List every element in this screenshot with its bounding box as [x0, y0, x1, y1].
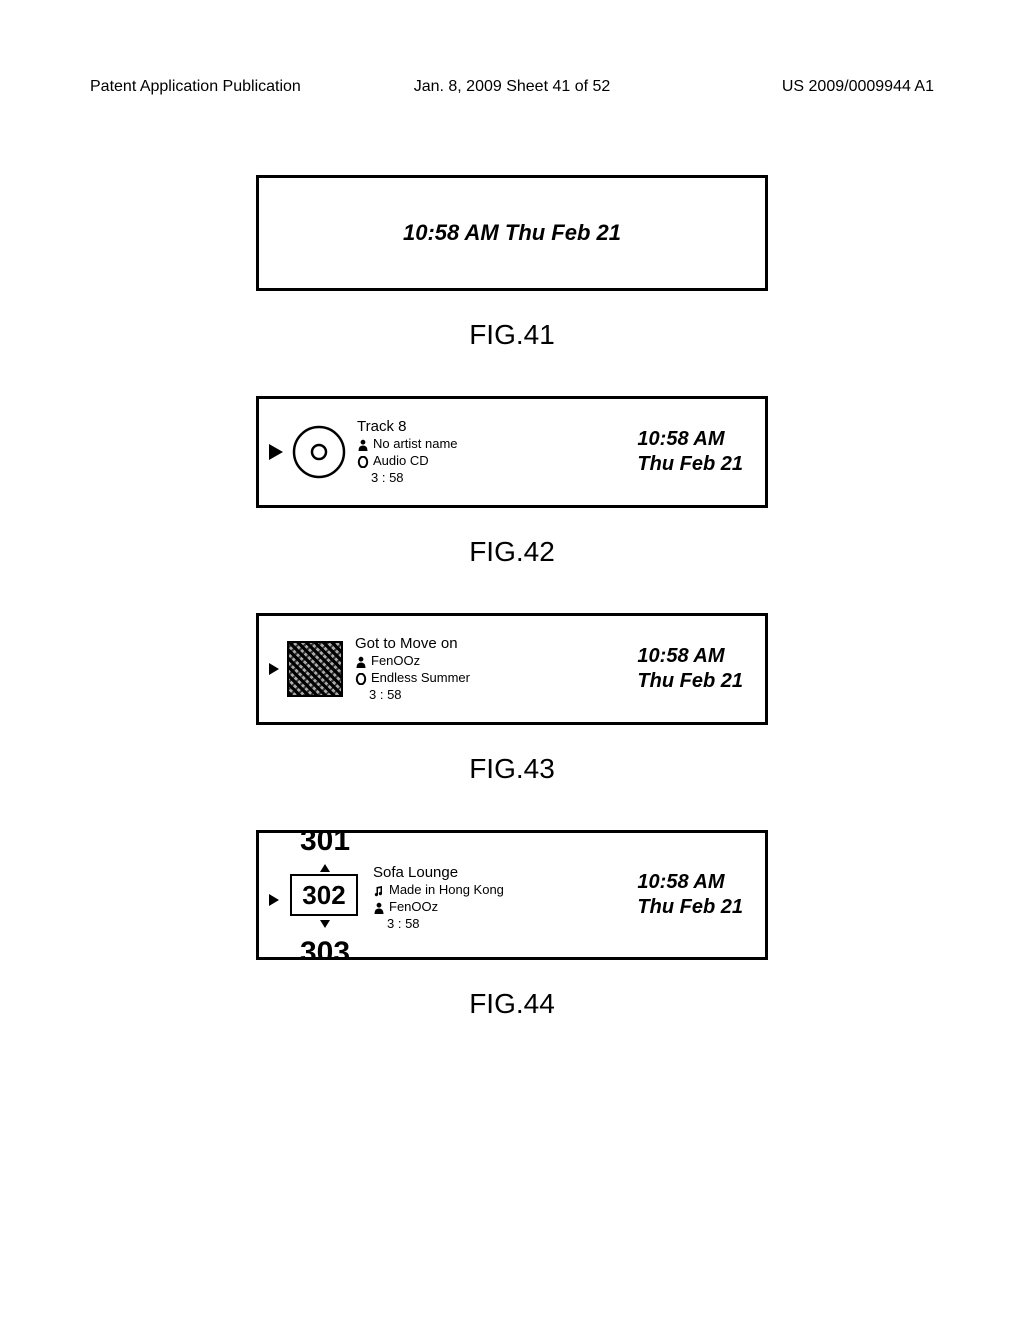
artist-name: FenOOz	[389, 899, 438, 916]
music-note-icon	[373, 885, 385, 897]
person-icon	[355, 656, 367, 668]
clock-date: Thu Feb 21	[637, 452, 743, 477]
clock-block: 10:58 AM Thu Feb 21	[637, 427, 743, 477]
display-panel-43: Got to Move on FenOOz Endless Summer 3 :…	[256, 613, 768, 725]
header-center: Jan. 8, 2009 Sheet 41 of 52	[414, 78, 611, 96]
album-name: Endless Summer	[371, 670, 470, 687]
tuner-current: 302	[290, 874, 358, 916]
figure-41: 10:58 AM Thu Feb 21 FIG.41	[256, 175, 768, 396]
person-icon	[357, 439, 369, 451]
disc-icon	[355, 673, 367, 685]
figure-label-42: FIG.42	[469, 536, 555, 568]
display-panel-41: 10:58 AM Thu Feb 21	[256, 175, 768, 291]
track-time: 3 : 58	[357, 470, 458, 487]
figure-44: 301 302 303 Sofa Lounge Made in Hong Kon…	[256, 830, 768, 1065]
clock-time: 10:58 AM	[637, 644, 743, 669]
station-name: Sofa Lounge	[373, 863, 504, 883]
track-info: Got to Move on FenOOz Endless Summer 3 :…	[355, 634, 470, 704]
display-panel-42: Track 8 No artist name Audio CD 3 : 58 1…	[256, 396, 768, 508]
artist-name: FenOOz	[371, 653, 420, 670]
track-time: 3 : 58	[373, 916, 504, 933]
tuner-next: 303	[287, 938, 363, 960]
figure-label-41: FIG.41	[469, 319, 555, 351]
clock-date: Thu Feb 21	[637, 669, 743, 694]
album-art	[287, 641, 343, 697]
figure-label-43: FIG.43	[469, 753, 555, 785]
disc-icon	[357, 456, 369, 468]
clock-time: 10:58 AM	[637, 870, 743, 895]
chevron-down-icon	[320, 920, 330, 928]
play-icon	[269, 894, 279, 906]
track-name: Track 8	[357, 417, 458, 437]
tuner-icon: 301 302 303	[287, 830, 363, 960]
figure-42: Track 8 No artist name Audio CD 3 : 58 1…	[256, 396, 768, 613]
page-header: Patent Application Publication Jan. 8, 2…	[0, 78, 1024, 96]
track-name: Got to Move on	[355, 634, 470, 654]
clock-block: 10:58 AM Thu Feb 21	[637, 644, 743, 694]
clock-text: 10:58 AM Thu Feb 21	[403, 220, 621, 246]
tuner-prev: 301	[287, 830, 363, 856]
track-info: Track 8 No artist name Audio CD 3 : 58	[357, 417, 458, 487]
display-panel-44: 301 302 303 Sofa Lounge Made in Hong Kon…	[256, 830, 768, 960]
play-icon	[269, 444, 283, 460]
person-icon	[373, 902, 385, 914]
header-right: US 2009/0009944 A1	[782, 78, 934, 96]
album-name: Audio CD	[373, 453, 429, 470]
clock-time: 10:58 AM	[637, 427, 743, 452]
cd-icon	[291, 424, 347, 480]
figure-43: Got to Move on FenOOz Endless Summer 3 :…	[256, 613, 768, 830]
clock-block: 10:58 AM Thu Feb 21	[637, 870, 743, 920]
artist-name: No artist name	[373, 436, 458, 453]
song-name: Made in Hong Kong	[389, 882, 504, 899]
play-icon	[269, 663, 279, 675]
chevron-up-icon	[320, 864, 330, 872]
header-left: Patent Application Publication	[90, 78, 301, 96]
station-info: Sofa Lounge Made in Hong Kong FenOOz 3 :…	[373, 863, 504, 933]
clock-date: Thu Feb 21	[637, 895, 743, 920]
figure-label-44: FIG.44	[469, 988, 555, 1020]
track-time: 3 : 58	[355, 687, 470, 704]
